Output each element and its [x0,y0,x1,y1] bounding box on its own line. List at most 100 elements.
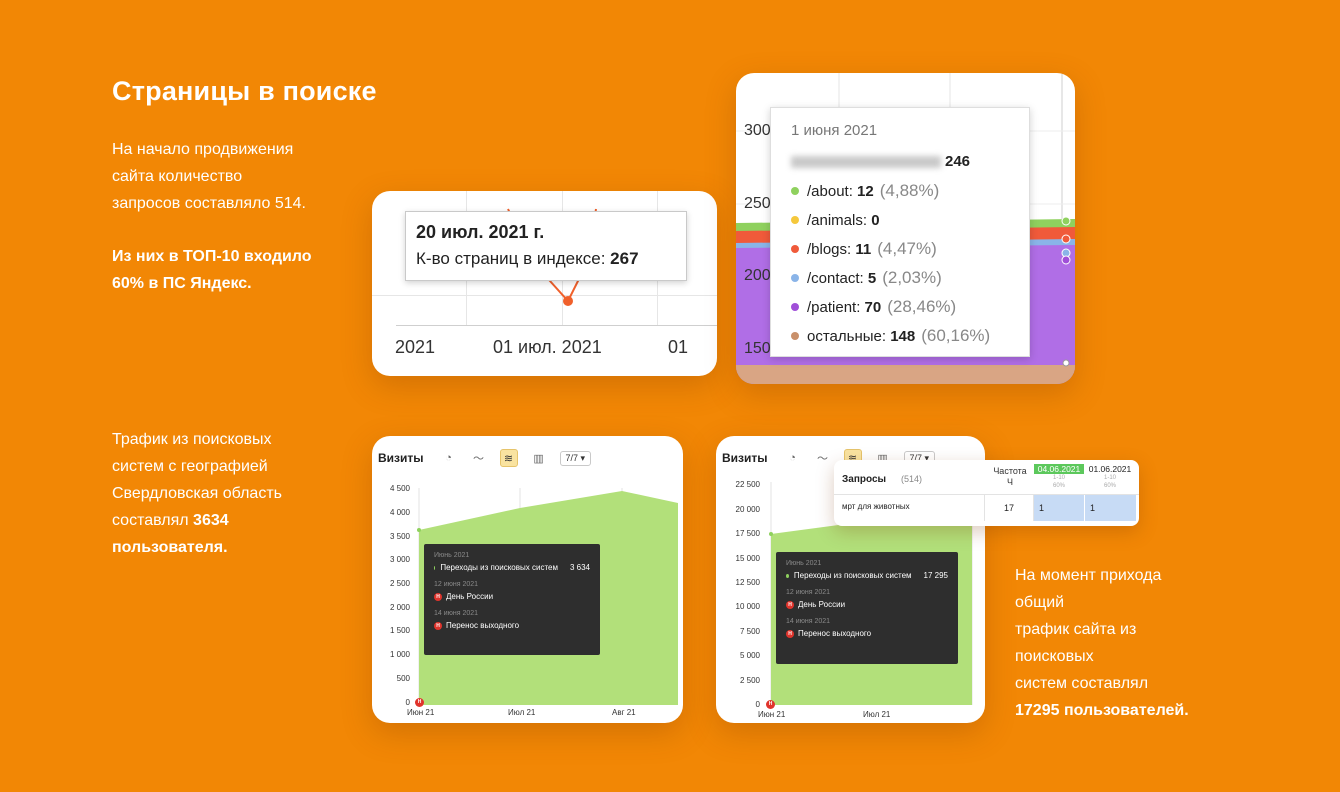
index-pages-card: 2021 01 июл. 2021 01 20 июл. 2021 г. К-в… [372,191,717,376]
traffic-region-line-text: составлял [112,512,194,529]
event-date: 14 июня 2021 [786,618,831,625]
pages-breakdown-card: 300 250 200 150 1 июня 2021 246 /about: … [736,73,1075,384]
blurred-domain [791,156,941,169]
chart-title: Визиты [722,451,768,465]
grid-line [372,295,717,296]
page-value: 0 [871,212,880,229]
page-path: /blogs: [807,241,856,258]
traffic-region-number: 3634 [193,512,229,529]
traffic-region-line: пользователя. [112,534,322,561]
intro-bold-line: Из них в ТОП-10 входило [112,248,312,265]
legend-dot [791,303,799,312]
area-other [736,365,1075,384]
y-tick-label: 10 000 [735,602,760,611]
chart-toolbar: Визиты ◔ 〜 ≋ ▥ 7/7 ▾ [378,446,592,470]
y-tick-label: 250 [744,195,771,212]
page-value: 12 [857,183,874,200]
y-tick-label: 2 500 [389,579,410,588]
tooltip-page-row: /animals: 0 [791,205,1009,234]
traffic-total-line: 17295 пользователей. [1015,697,1215,724]
y-tick-label: 12 500 [735,578,760,587]
visits-point [769,532,773,536]
frequency-sub: Ч [1007,477,1013,487]
visits-point [417,528,421,532]
page-percent: (28,46%) [887,297,957,316]
date-column-1[interactable]: 04.06.2021 1-10 60% [1034,464,1084,490]
queries-header[interactable]: Запросы [842,474,887,485]
series-dot [434,565,436,570]
line-chart-icon[interactable]: 〜 [817,453,829,465]
traffic-total-line: На момент прихода [1015,567,1162,584]
legend-dot [791,187,799,196]
tooltip-page-row: /patient: 70 (28,46%) [791,292,1009,321]
query-cell[interactable]: мрт для животных [842,502,910,511]
index-point[interactable] [563,296,573,306]
date-column-2[interactable]: 01.06.2021 1-10 60% [1084,464,1136,490]
area-chart-icon[interactable]: ≋ [499,449,518,467]
traffic-total-line: систем составлял [1015,675,1149,692]
x-tick-label: Июн 21 [407,708,435,717]
y-tick-label: 4 000 [389,508,410,517]
tooltip-row: Переходы из поисковых систем 3 634 [434,563,590,572]
tooltip-series: Переходы из поисковых систем [793,571,912,580]
y-tick-label: 17 500 [735,529,760,538]
traffic-region-text: Трафик из поисковых систем с географией … [112,426,322,561]
traffic-region-line: Трафик из поисковых [112,431,272,448]
series-dot [786,573,789,578]
y-tick-label: 3 000 [389,555,410,564]
tooltip-row: Переходы из поисковых систем 17 295 [786,571,948,580]
pie-icon[interactable]: ◔ [445,452,452,464]
legend-dot [791,274,799,283]
date-sub: 1-10 [1052,475,1065,481]
tooltip-total: 246 [945,153,971,170]
series-marker [1061,216,1071,226]
bar-chart-icon[interactable]: ▥ [533,452,544,465]
date-sub: 1-10 [1103,475,1116,481]
traffic-region-unit: пользователя. [112,539,228,556]
series-selector[interactable]: 7/7 ▾ [559,450,592,466]
y-tick-label: 2 500 [739,676,760,685]
index-tooltip: 20 июл. 2021 г. К-во страниц в индексе: … [405,211,687,281]
event-row: H День России [434,592,590,601]
y-tick-label: 1 500 [389,626,410,635]
traffic-region-line: составлял 3634 [112,507,322,534]
queries-table: Запросы (514) Частота Ч 04.06.2021 1-10 6… [834,460,1139,526]
page-percent: (4,47%) [877,239,937,258]
event-row: H День России [786,600,948,609]
line-chart-icon[interactable]: 〜 [473,453,485,465]
y-tick-label: 7 500 [739,627,760,636]
legend-dot [791,245,799,254]
legend-dot [791,216,799,225]
event-row: H Перенос выходного [434,621,590,630]
pie-icon[interactable]: ◔ [789,452,796,464]
tooltip-page-row: /blogs: 11 (4,47%) [791,234,1009,263]
x-tick-label: Авг 21 [612,708,636,717]
tooltip-date: 20 июл. 2021 г. [416,222,545,242]
holiday-marker[interactable]: H [415,698,424,707]
intro-line: сайта количество [112,168,243,185]
holiday-icon: H [434,621,442,630]
traffic-total-number: 17295 пользователей. [1015,702,1189,719]
y-tick-label: 22 500 [735,480,760,489]
page-path: /animals: [807,212,872,229]
visits-region-card: Визиты ◔ 〜 ≋ ▥ 7/7 ▾ 4 500 4 000 3 500 3… [372,436,683,723]
page-percent: (2,03%) [882,268,942,287]
date-label: 04.06.2021 [1034,464,1084,474]
x-tick-label: 01 [668,337,689,357]
event-name: Перенос выходного [798,629,872,638]
holiday-icon: H [786,629,794,638]
frequency-cell: 17 [984,495,1034,521]
tooltip-page-row: /contact: 5 (2,03%) [791,263,1009,292]
bar-chart-icon[interactable]: ▥ [877,452,888,465]
y-tick-label: 300 [744,122,771,139]
series-marker [1061,234,1071,244]
intro-line: На начало продвижения [112,141,294,158]
event-date: 12 июня 2021 [786,589,831,596]
frequency-header[interactable]: Частота Ч [984,466,1036,488]
series-selector-value: 7/7 [565,452,579,463]
series-marker [1062,359,1070,367]
series-marker [1061,255,1071,265]
y-tick-label: 5 000 [739,651,760,660]
holiday-marker[interactable]: H [766,700,775,709]
y-tick-label: 200 [744,267,771,284]
